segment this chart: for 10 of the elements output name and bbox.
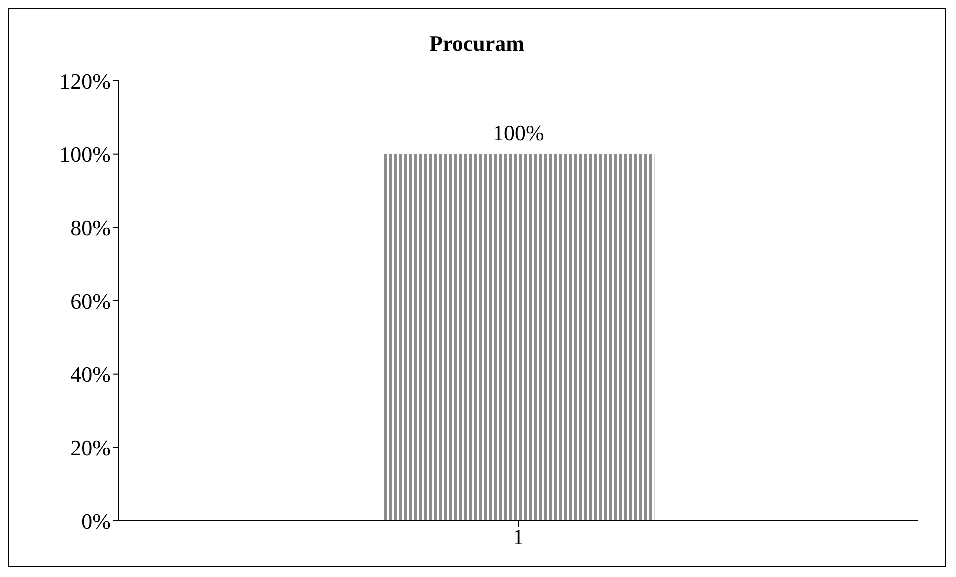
y-tick-label: 20% (70, 435, 111, 460)
y-tick-label: 120% (60, 68, 111, 94)
y-tick-label: 40% (70, 362, 111, 388)
y-tick-label: 100% (60, 142, 111, 168)
y-tick-label: 0% (82, 508, 111, 534)
y-tick-label: 60% (70, 288, 111, 314)
data-label: 100% (493, 120, 544, 146)
chart-title: Procuram (430, 31, 524, 56)
y-tick-label: 80% (70, 215, 111, 240)
x-tick-label: 1 (513, 524, 524, 550)
